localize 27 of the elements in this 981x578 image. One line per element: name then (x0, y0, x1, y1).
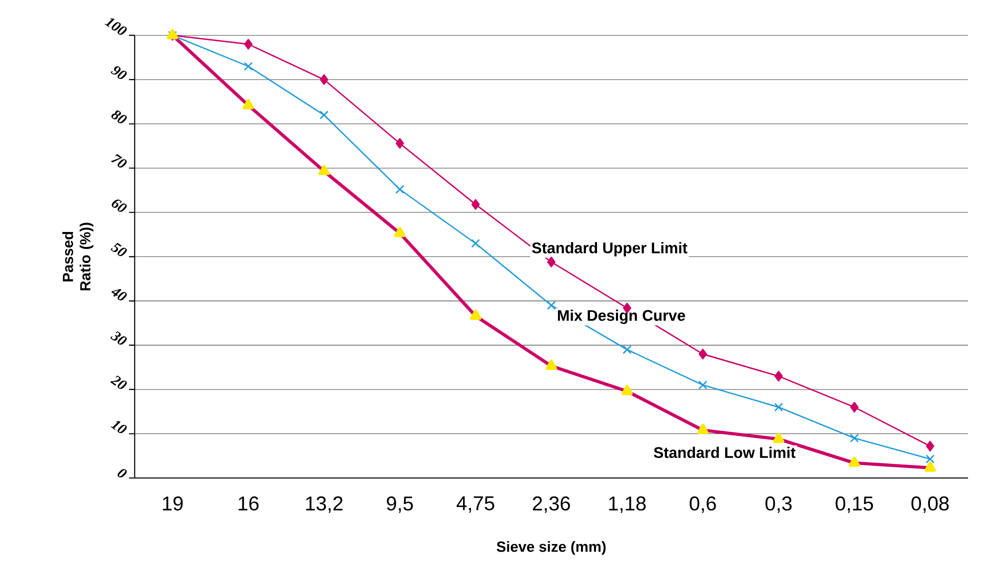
y-tick-label: 100 (104, 18, 127, 35)
y-tick-label: 80 (111, 110, 127, 124)
y-tick-label: 50 (110, 242, 127, 256)
x-tick-label: 9,5 (386, 496, 413, 513)
y-tick-label: 90 (110, 66, 127, 80)
y-tick-label: 70 (110, 154, 127, 168)
x-tick-label: 19 (162, 496, 183, 511)
x-tick-label: 0,6 (690, 496, 716, 513)
y-tick-label: 60 (112, 200, 127, 212)
x-tick-label: 13,2 (306, 496, 343, 513)
series-label: Standard Low Limit (654, 446, 796, 458)
x-tick-label: 2,36 (532, 496, 570, 513)
y-tick-label: 10 (110, 420, 127, 434)
x-tick-label: 0,08 (911, 496, 949, 513)
x-axis-title: Sieve size (mm) (496, 541, 606, 555)
x-tick-label: 16 (238, 496, 259, 511)
series-label: Standard Upper Limit (532, 242, 688, 256)
y-tick-label: 30 (110, 331, 127, 345)
x-tick-label: 1,18 (609, 496, 646, 513)
y-tick-label: 20 (110, 376, 127, 389)
x-tick-label: 0,15 (836, 496, 873, 513)
y-axis-title: Passed Ratio (%)) (62, 222, 94, 290)
x-tick-label: 0,3 (765, 496, 792, 513)
y-tick-label: 40 (111, 288, 127, 300)
y-tick-label: 0 (118, 469, 127, 478)
series-label: Mix Design Curve (558, 310, 686, 324)
x-tick-label: 4,75 (456, 496, 494, 513)
